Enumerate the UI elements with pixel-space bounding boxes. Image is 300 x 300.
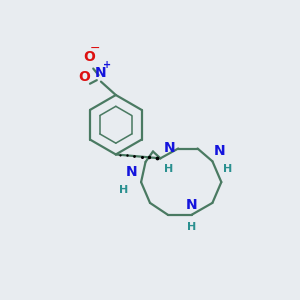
- Text: H: H: [187, 222, 196, 232]
- Text: N: N: [186, 198, 197, 212]
- Text: N: N: [214, 144, 226, 158]
- Text: N: N: [95, 66, 107, 80]
- Text: H: H: [164, 164, 173, 174]
- Text: H: H: [223, 164, 232, 174]
- Text: O: O: [84, 50, 96, 64]
- Text: N: N: [126, 165, 137, 179]
- Text: +: +: [103, 60, 111, 70]
- Text: −: −: [90, 42, 100, 55]
- Text: H: H: [119, 185, 129, 195]
- Text: O: O: [78, 70, 90, 84]
- Text: N: N: [164, 141, 176, 155]
